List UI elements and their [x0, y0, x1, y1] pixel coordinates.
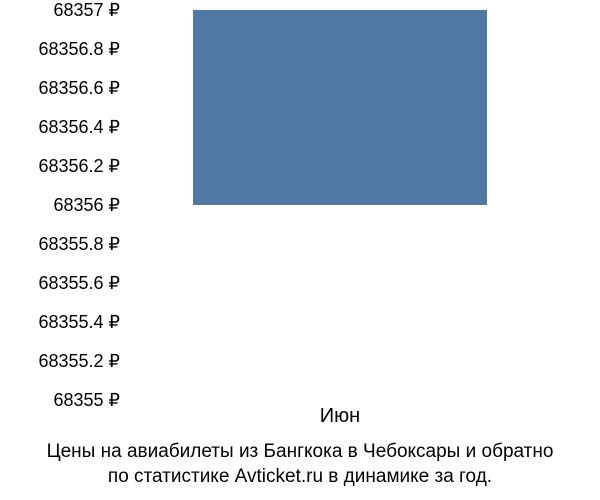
y-tick: 68355.6 ₽ [38, 274, 120, 292]
x-tick: Июн [320, 405, 360, 427]
y-tick: 68356.8 ₽ [38, 40, 120, 58]
chart-caption: Цены на авиабилеты из Бангкока в Чебокса… [0, 440, 600, 489]
y-tick: 68355.2 ₽ [38, 352, 120, 370]
y-tick: 68356 ₽ [53, 196, 120, 214]
bar [193, 10, 487, 205]
plot-area [130, 10, 550, 400]
y-tick: 68356.6 ₽ [38, 79, 120, 97]
caption-line-1: Цены на авиабилеты из Бангкока в Чебокса… [0, 440, 600, 465]
x-axis: Июн [130, 405, 550, 428]
y-tick: 68357 ₽ [53, 1, 120, 19]
price-chart: 68357 ₽ 68356.8 ₽ 68356.6 ₽ 68356.4 ₽ 68356.… [0, 0, 600, 500]
y-tick: 68355.4 ₽ [38, 313, 120, 331]
y-tick: 68355 ₽ [53, 391, 120, 409]
y-axis: 68357 ₽68356.8 ₽68356.6 ₽68356.4 ₽68356.… [0, 10, 125, 400]
y-tick: 68355.8 ₽ [38, 235, 120, 253]
y-tick: 68356.2 ₽ [38, 157, 120, 175]
y-tick: 68356.4 ₽ [38, 118, 120, 136]
caption-line-2: по статистике Avticket.ru в динамике за … [0, 465, 600, 490]
